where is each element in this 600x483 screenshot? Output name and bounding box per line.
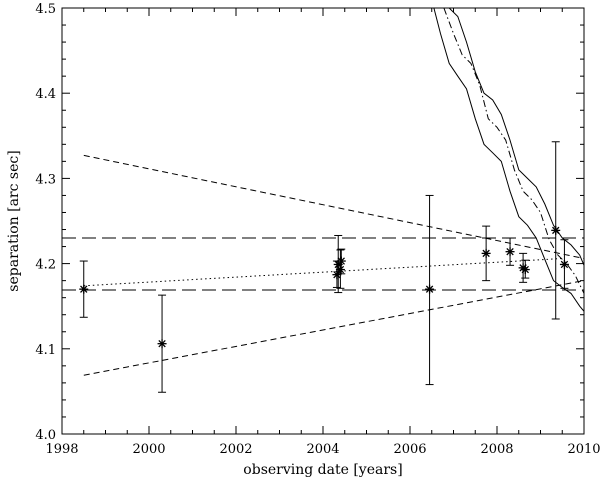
x-tick-label: 2008	[480, 442, 513, 457]
model-curve-dotted-0	[83, 258, 563, 287]
plot-errorbars	[79, 141, 569, 393]
x-tick-label: 2010	[567, 442, 600, 457]
data-point-6	[425, 284, 435, 294]
y-tick-label: 4.1	[35, 343, 56, 358]
data-point-10	[520, 265, 530, 275]
y-tick-label: 4.3	[35, 172, 56, 187]
data-point-5	[336, 256, 346, 266]
x-tick-label: 2004	[306, 442, 339, 457]
plot-markers	[79, 225, 569, 349]
plot-frame	[61, 7, 585, 435]
data-point-4	[332, 270, 342, 280]
tick-labels: 1998 2000 2002 2004 2006 2008 2010 4.0 4.1 4.2 4.3…	[35, 2, 600, 457]
axes-ticks	[61, 7, 585, 435]
x-tick-label: 2002	[219, 442, 252, 457]
y-tick-label: 4.2	[35, 258, 56, 273]
x-axis-title: observing date [years]	[243, 462, 402, 478]
plot-lines	[62, 8, 584, 376]
data-point-8	[505, 247, 515, 257]
model-curve-solid-6	[448, 8, 584, 266]
model-curve-short-dash-3	[83, 154, 584, 259]
y-tick-label: 4.5	[35, 2, 56, 17]
data-point-7	[481, 248, 491, 258]
x-tick-label: 2006	[393, 442, 426, 457]
x-tick-label: 2000	[132, 442, 165, 457]
data-point-1	[157, 339, 167, 349]
x-tick-label: 1998	[45, 442, 78, 457]
y-tick-label: 4.4	[35, 87, 56, 102]
data-point-12	[559, 259, 569, 269]
y-axis-title: separation [arc sec]	[6, 150, 22, 291]
data-point-11	[551, 225, 561, 235]
data-point-3	[335, 265, 345, 275]
model-curve-dash-dot-5	[443, 8, 584, 294]
data-point-0	[79, 284, 89, 294]
model-curve-solid-7	[433, 8, 584, 312]
model-curve-short-dash-4	[83, 280, 584, 376]
y-tick-label: 4.0	[35, 428, 56, 443]
